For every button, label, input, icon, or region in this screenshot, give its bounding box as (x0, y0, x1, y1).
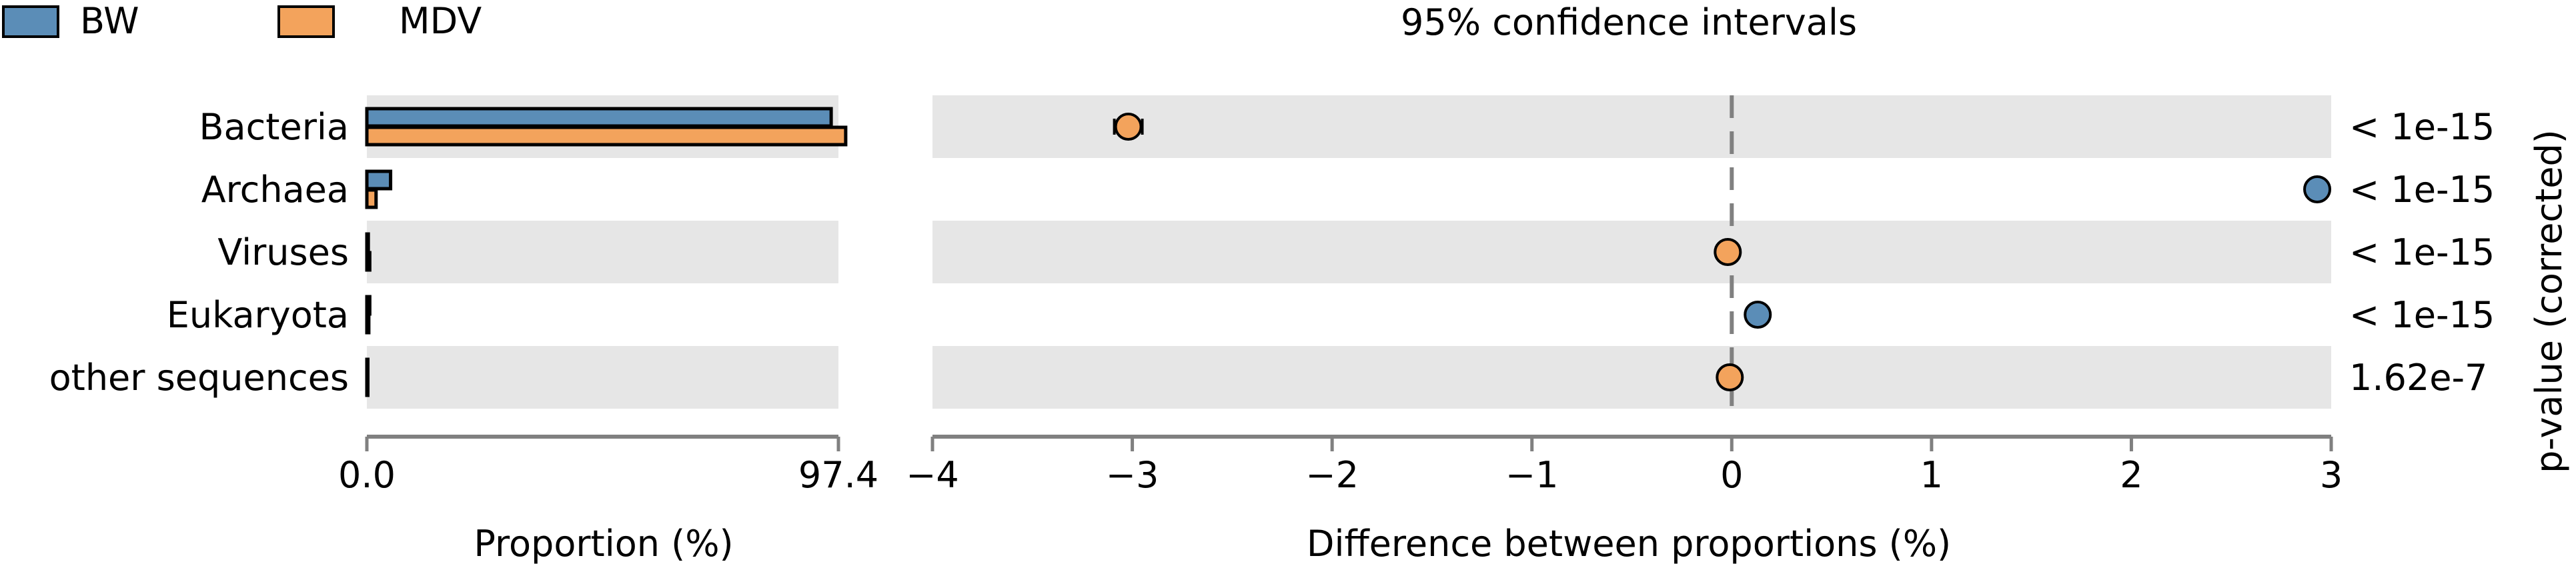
bar-bw-bacteria (365, 107, 833, 128)
category-label: Eukaryota (167, 294, 349, 336)
difference-panel-title: 95% confidence intervals (1401, 1, 1857, 43)
difference-axis-label: Difference between proportions (%) (1307, 523, 1951, 565)
row-bands (367, 95, 2331, 409)
proportion-axis-label: Proportion (%) (474, 523, 733, 565)
band-difference-viruses (932, 221, 2331, 283)
pvalue-labels: < 1e-15 < 1e-15 < 1e-15 < 1e-15 1.62e-7 (2349, 106, 2495, 399)
legend-label-mdv: MDV (399, 0, 482, 42)
axes: 0.0 97.4 −4 −3 −2 −1 0 1 2 3 (338, 435, 2343, 496)
difference-tick-label: 3 (2320, 454, 2343, 496)
difference-points (1113, 113, 2332, 391)
pvalue-label: < 1e-15 (2349, 294, 2495, 336)
legend-swatch-mdv (277, 5, 335, 38)
bar-bw-viruses (365, 232, 370, 253)
band-proportion-viruses (367, 221, 838, 283)
category-labels: Bacteria Archaea Viruses Eukaryota other seq… (49, 106, 349, 399)
band-proportion-other-sequences (367, 346, 838, 409)
legend-label-bw: BW (80, 0, 139, 42)
band-difference-bacteria (932, 95, 2331, 158)
difference-tick-label: −2 (1305, 454, 1359, 496)
proportion-bars (365, 107, 848, 397)
bar-bw-archaea (365, 169, 393, 191)
pvalue-label: 1.62e-7 (2349, 357, 2487, 399)
category-label: other sequences (49, 357, 349, 399)
bar-mdv-viruses (365, 251, 372, 272)
point-eukaryota (1744, 301, 1772, 329)
bar-mdv-other-sequences (365, 376, 370, 397)
pvalue-label: < 1e-15 (2349, 231, 2495, 273)
proportion-tick-label: 0.0 (338, 454, 396, 496)
pvalue-label: < 1e-15 (2349, 169, 2495, 211)
bar-mdv-eukaryota (365, 313, 371, 335)
legend: BW MDV (2, 0, 482, 42)
bar-bw-other-sequences (365, 357, 370, 379)
legend-swatch-bw (2, 5, 59, 38)
point-viruses (1714, 238, 1742, 266)
difference-tick-label: 2 (2120, 454, 2142, 496)
category-label: Archaea (201, 169, 349, 211)
difference-tick-label: 1 (1920, 454, 1943, 496)
category-label: Bacteria (199, 106, 349, 148)
point-bacteria (1114, 113, 1143, 141)
pvalue-axis-label: p-value (corrected) (2528, 129, 2570, 473)
bar-mdv-archaea (365, 188, 378, 209)
bar-bw-eukaryota (365, 295, 372, 316)
point-other-sequences (1716, 363, 1744, 391)
pvalue-label: < 1e-15 (2349, 106, 2495, 148)
point-archaea (2303, 175, 2332, 203)
bar-mdv-bacteria (365, 125, 848, 147)
difference-tick-label: −4 (906, 454, 959, 496)
difference-tick-label: −3 (1106, 454, 1159, 496)
category-label: Viruses (217, 231, 349, 273)
band-difference-other-sequences (932, 346, 2331, 409)
difference-tick-label: 0 (1720, 454, 1743, 496)
difference-tick-label: −1 (1505, 454, 1559, 496)
proportion-tick-label: 97.4 (798, 454, 878, 496)
